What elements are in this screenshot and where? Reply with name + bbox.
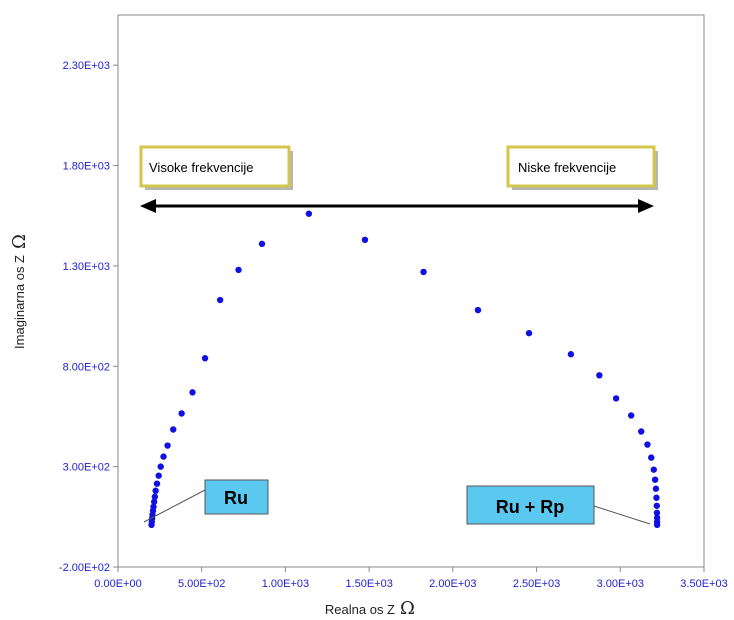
ru-callout-leader bbox=[143, 489, 206, 523]
data-point bbox=[652, 485, 660, 492]
y-tick-label: 3.00E+02 bbox=[63, 462, 110, 474]
data-point bbox=[361, 236, 369, 244]
data-point bbox=[153, 480, 161, 487]
y-tick-label: 1.30E+03 bbox=[63, 261, 110, 273]
data-point bbox=[612, 395, 620, 402]
frequency-arrow-right-head bbox=[638, 199, 654, 213]
ru-rp-callout-leader bbox=[593, 505, 651, 525]
x-tick-label: 5.00E+02 bbox=[178, 578, 225, 590]
x-tick-label: 3.50E+03 bbox=[680, 578, 727, 590]
y-tick-label: 8.00E+02 bbox=[63, 361, 110, 373]
frequency-arrow-left-head bbox=[140, 199, 156, 213]
data-point bbox=[474, 306, 482, 314]
data-point bbox=[651, 476, 659, 483]
x-tick-label: 2.50E+03 bbox=[513, 578, 560, 590]
data-point bbox=[216, 296, 224, 304]
y-tick-label: 2.30E+03 bbox=[63, 60, 110, 72]
data-point bbox=[155, 472, 162, 479]
data-point bbox=[150, 503, 157, 510]
impedance-points bbox=[148, 210, 661, 529]
data-point bbox=[178, 410, 185, 417]
data-point bbox=[525, 329, 533, 337]
low-frequency-label: Niske frekvencije bbox=[518, 160, 616, 175]
ru-rp-callout-label: Ru + Rp bbox=[496, 497, 565, 517]
data-point bbox=[653, 502, 660, 509]
y-axis-omega-symbol: Ω bbox=[9, 234, 30, 249]
x-axis-ticks: 0.00E+00 5.00E+02 1.00E+03 1.50E+03 2.00E+03… bbox=[94, 567, 728, 590]
data-point bbox=[644, 441, 651, 448]
data-point bbox=[305, 210, 313, 217]
data-point bbox=[201, 355, 209, 362]
data-point bbox=[653, 509, 661, 517]
x-tick-label: 2.00E+03 bbox=[429, 578, 476, 590]
y-tick-label: 1.80E+03 bbox=[63, 161, 110, 173]
y-axis-ticks: -2.00E+02 3.00E+02 8.00E+02 1.30E+03 1.80E+0… bbox=[59, 60, 118, 574]
data-point bbox=[170, 426, 177, 433]
data-point bbox=[258, 240, 266, 248]
ru-rp-callout-box bbox=[466, 485, 595, 525]
data-point bbox=[648, 454, 655, 461]
data-point bbox=[638, 428, 645, 435]
y-axis-title: Imaginarna os Z bbox=[12, 255, 27, 349]
data-point bbox=[150, 498, 158, 505]
data-point bbox=[650, 466, 657, 473]
data-point bbox=[627, 412, 635, 419]
data-point bbox=[653, 494, 660, 501]
y-axis-title-group: Imaginarna os Z Ω bbox=[9, 234, 30, 349]
data-point bbox=[164, 442, 171, 449]
x-tick-label: 1.50E+03 bbox=[345, 578, 392, 590]
data-point bbox=[160, 453, 167, 460]
data-point bbox=[157, 463, 164, 470]
data-point bbox=[653, 521, 661, 529]
data-point bbox=[567, 351, 575, 358]
low-frequency-label-box bbox=[506, 145, 656, 188]
x-axis-title: Realna os Z bbox=[325, 602, 395, 617]
ru-callout-label: Ru bbox=[224, 488, 248, 508]
data-point bbox=[420, 268, 427, 276]
x-tick-label: 0.00E+00 bbox=[94, 578, 141, 590]
data-point bbox=[235, 266, 242, 274]
x-tick-label: 1.00E+03 bbox=[262, 578, 309, 590]
data-point bbox=[151, 493, 159, 500]
data-point bbox=[152, 487, 159, 494]
y-tick-label: -2.00E+02 bbox=[59, 562, 110, 574]
ru-callout-box bbox=[204, 479, 269, 515]
x-axis-omega-symbol: Ω bbox=[400, 598, 415, 619]
high-frequency-label: Visoke frekvencije bbox=[149, 160, 254, 175]
x-tick-label: 3.00E+03 bbox=[597, 578, 644, 590]
plot-area bbox=[117, 14, 705, 568]
data-point bbox=[189, 389, 196, 396]
data-point bbox=[596, 372, 603, 379]
high-frequency-label-box bbox=[139, 145, 291, 188]
